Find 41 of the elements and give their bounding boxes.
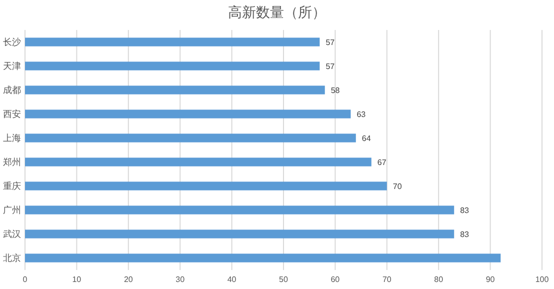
y-tick-label: 长沙 — [3, 37, 21, 47]
data-label: 58 — [330, 86, 340, 95]
data-label: 57 — [326, 62, 336, 71]
bar — [25, 230, 454, 238]
x-tick-label: 0 — [22, 275, 28, 284]
data-label: 57 — [326, 38, 336, 47]
y-tick-label: 武汉 — [3, 229, 21, 239]
y-tick-label: 成都 — [3, 85, 21, 95]
data-label: 70 — [392, 182, 402, 191]
x-tick-label: 70 — [382, 275, 392, 284]
x-tick-label: 30 — [176, 275, 186, 284]
y-tick-label: 上海 — [3, 133, 21, 143]
data-label: 83 — [460, 230, 470, 239]
data-label: 67 — [377, 158, 387, 167]
x-tick-label: 100 — [535, 275, 550, 284]
bar — [25, 158, 372, 166]
x-tick-label: 60 — [330, 275, 340, 284]
bar — [25, 110, 351, 118]
data-label: 83 — [460, 206, 470, 215]
chart-title: 高新数量（所） — [228, 4, 326, 20]
y-tick-label: 西安 — [3, 109, 21, 119]
bar — [25, 62, 320, 70]
x-tick-label: 90 — [486, 275, 496, 284]
y-tick-label: 天津 — [3, 61, 21, 71]
bar — [25, 254, 501, 262]
bar — [25, 86, 325, 94]
bar — [25, 182, 387, 190]
x-tick-label: 50 — [279, 275, 288, 284]
data-label: 64 — [362, 134, 372, 143]
y-tick-label: 重庆 — [3, 181, 21, 191]
y-tick-label: 广州 — [3, 205, 21, 215]
x-tick-label: 40 — [227, 275, 237, 284]
bar — [25, 38, 320, 46]
data-label: 63 — [356, 110, 366, 119]
y-tick-label: 郑州 — [3, 157, 21, 167]
x-tick-label: 20 — [124, 275, 134, 284]
bar — [25, 134, 356, 142]
x-tick-label: 80 — [434, 275, 444, 284]
y-tick-label: 北京 — [3, 253, 21, 263]
x-tick-label: 10 — [72, 275, 82, 284]
bar — [25, 206, 454, 214]
